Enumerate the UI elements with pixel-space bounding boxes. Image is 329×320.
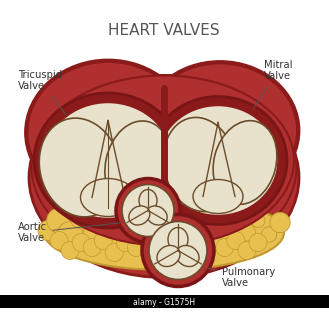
Circle shape xyxy=(124,220,149,245)
Circle shape xyxy=(201,212,226,237)
Text: HEART VALVES: HEART VALVES xyxy=(108,23,220,38)
Circle shape xyxy=(50,231,68,250)
Circle shape xyxy=(57,221,83,247)
Ellipse shape xyxy=(193,180,243,213)
Circle shape xyxy=(149,242,167,260)
Circle shape xyxy=(142,214,214,286)
Circle shape xyxy=(205,234,223,252)
Text: Aortic
Valve: Aortic Valve xyxy=(18,222,120,243)
Ellipse shape xyxy=(157,245,180,267)
Ellipse shape xyxy=(142,63,297,198)
Circle shape xyxy=(192,220,213,241)
Circle shape xyxy=(47,208,71,233)
Circle shape xyxy=(212,224,238,249)
Circle shape xyxy=(72,234,90,252)
Text: Mitral
Valve: Mitral Valve xyxy=(254,60,292,108)
Ellipse shape xyxy=(141,61,299,199)
Ellipse shape xyxy=(146,206,167,225)
Circle shape xyxy=(261,227,277,242)
Circle shape xyxy=(249,234,267,252)
Circle shape xyxy=(122,185,174,236)
Circle shape xyxy=(84,224,101,241)
Circle shape xyxy=(171,238,190,257)
Circle shape xyxy=(194,242,212,260)
Ellipse shape xyxy=(32,75,296,260)
Ellipse shape xyxy=(168,228,188,252)
Circle shape xyxy=(115,212,136,233)
Ellipse shape xyxy=(43,101,173,220)
Ellipse shape xyxy=(44,195,284,270)
Circle shape xyxy=(147,219,170,242)
Ellipse shape xyxy=(164,117,237,212)
Circle shape xyxy=(238,242,256,260)
Circle shape xyxy=(83,238,101,257)
Circle shape xyxy=(183,231,201,250)
Circle shape xyxy=(270,212,290,233)
Text: Pulmonary
Valve: Pulmonary Valve xyxy=(208,267,275,288)
Circle shape xyxy=(173,228,188,242)
Circle shape xyxy=(216,238,234,257)
Circle shape xyxy=(96,213,110,228)
Circle shape xyxy=(116,234,134,252)
Circle shape xyxy=(238,224,255,241)
Circle shape xyxy=(135,204,160,230)
Ellipse shape xyxy=(176,245,199,267)
Text: alamy - G1575H: alamy - G1575H xyxy=(133,298,195,307)
Ellipse shape xyxy=(29,77,299,277)
Ellipse shape xyxy=(27,61,189,204)
Ellipse shape xyxy=(213,121,277,204)
Circle shape xyxy=(225,208,247,231)
Circle shape xyxy=(38,220,58,241)
Ellipse shape xyxy=(26,60,190,205)
Circle shape xyxy=(161,214,178,231)
Circle shape xyxy=(116,179,180,243)
Circle shape xyxy=(70,206,92,229)
Ellipse shape xyxy=(149,97,287,225)
Circle shape xyxy=(184,212,199,227)
Ellipse shape xyxy=(157,105,279,217)
Ellipse shape xyxy=(34,76,294,245)
Circle shape xyxy=(251,213,265,228)
Circle shape xyxy=(227,231,245,250)
Ellipse shape xyxy=(139,189,157,212)
Bar xyxy=(0,294,329,309)
Ellipse shape xyxy=(129,206,150,225)
Text: Tricuspid
Valve: Tricuspid Valve xyxy=(18,70,66,115)
Circle shape xyxy=(139,231,156,250)
Circle shape xyxy=(149,221,207,279)
Circle shape xyxy=(94,231,112,250)
Ellipse shape xyxy=(105,121,171,210)
Circle shape xyxy=(127,238,145,257)
Circle shape xyxy=(107,230,122,245)
Circle shape xyxy=(105,244,123,261)
Circle shape xyxy=(161,234,179,252)
Ellipse shape xyxy=(34,93,182,228)
Ellipse shape xyxy=(39,118,121,217)
Ellipse shape xyxy=(81,179,136,217)
Circle shape xyxy=(61,242,79,260)
